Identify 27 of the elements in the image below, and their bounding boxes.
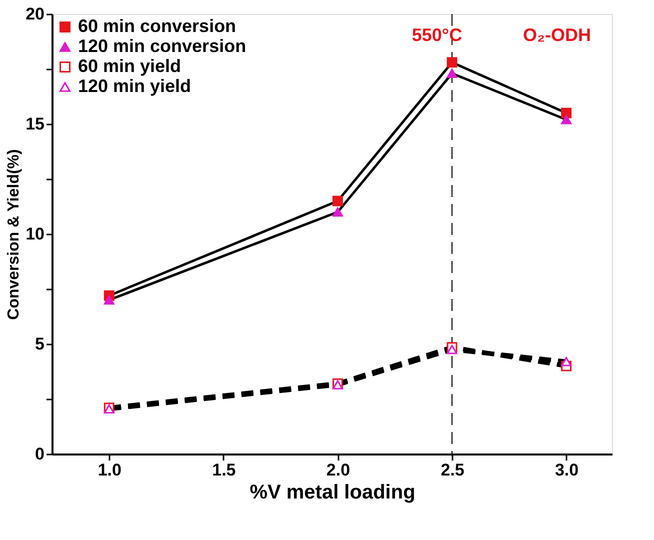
y-tick-label: 20 [26,4,44,24]
point [446,57,458,68]
legend-label: 120 min yield [78,76,192,96]
annotation: 550°C [412,25,462,45]
point [561,356,572,366]
x-tick-label: 2.5 [440,460,464,480]
y-tick-label: 0 [35,444,44,464]
x-tick-label: 1.0 [98,460,122,480]
y-axis-title: Conversion & Yield(%) [6,149,23,320]
point [332,207,343,217]
legend-label: 60 min conversion [78,16,236,36]
annotation: O₂-ODH [523,25,591,45]
legend-label: 120 min conversion [78,36,246,56]
point [561,114,572,124]
point [446,68,458,78]
point [332,196,343,206]
point [104,295,114,305]
y-tick-label: 15 [26,114,44,134]
x-tick-label: 3.0 [554,460,579,480]
point [446,344,458,354]
y-tick-label: 5 [35,334,44,354]
x-tick-label: 1.5 [212,460,236,480]
point [561,108,572,118]
x-axis-title: %V metal loading [250,482,416,504]
y-tick-label: 10 [26,224,44,244]
legend-label: 60 min yield [78,56,182,76]
x-tick-label: 2.0 [326,460,350,480]
